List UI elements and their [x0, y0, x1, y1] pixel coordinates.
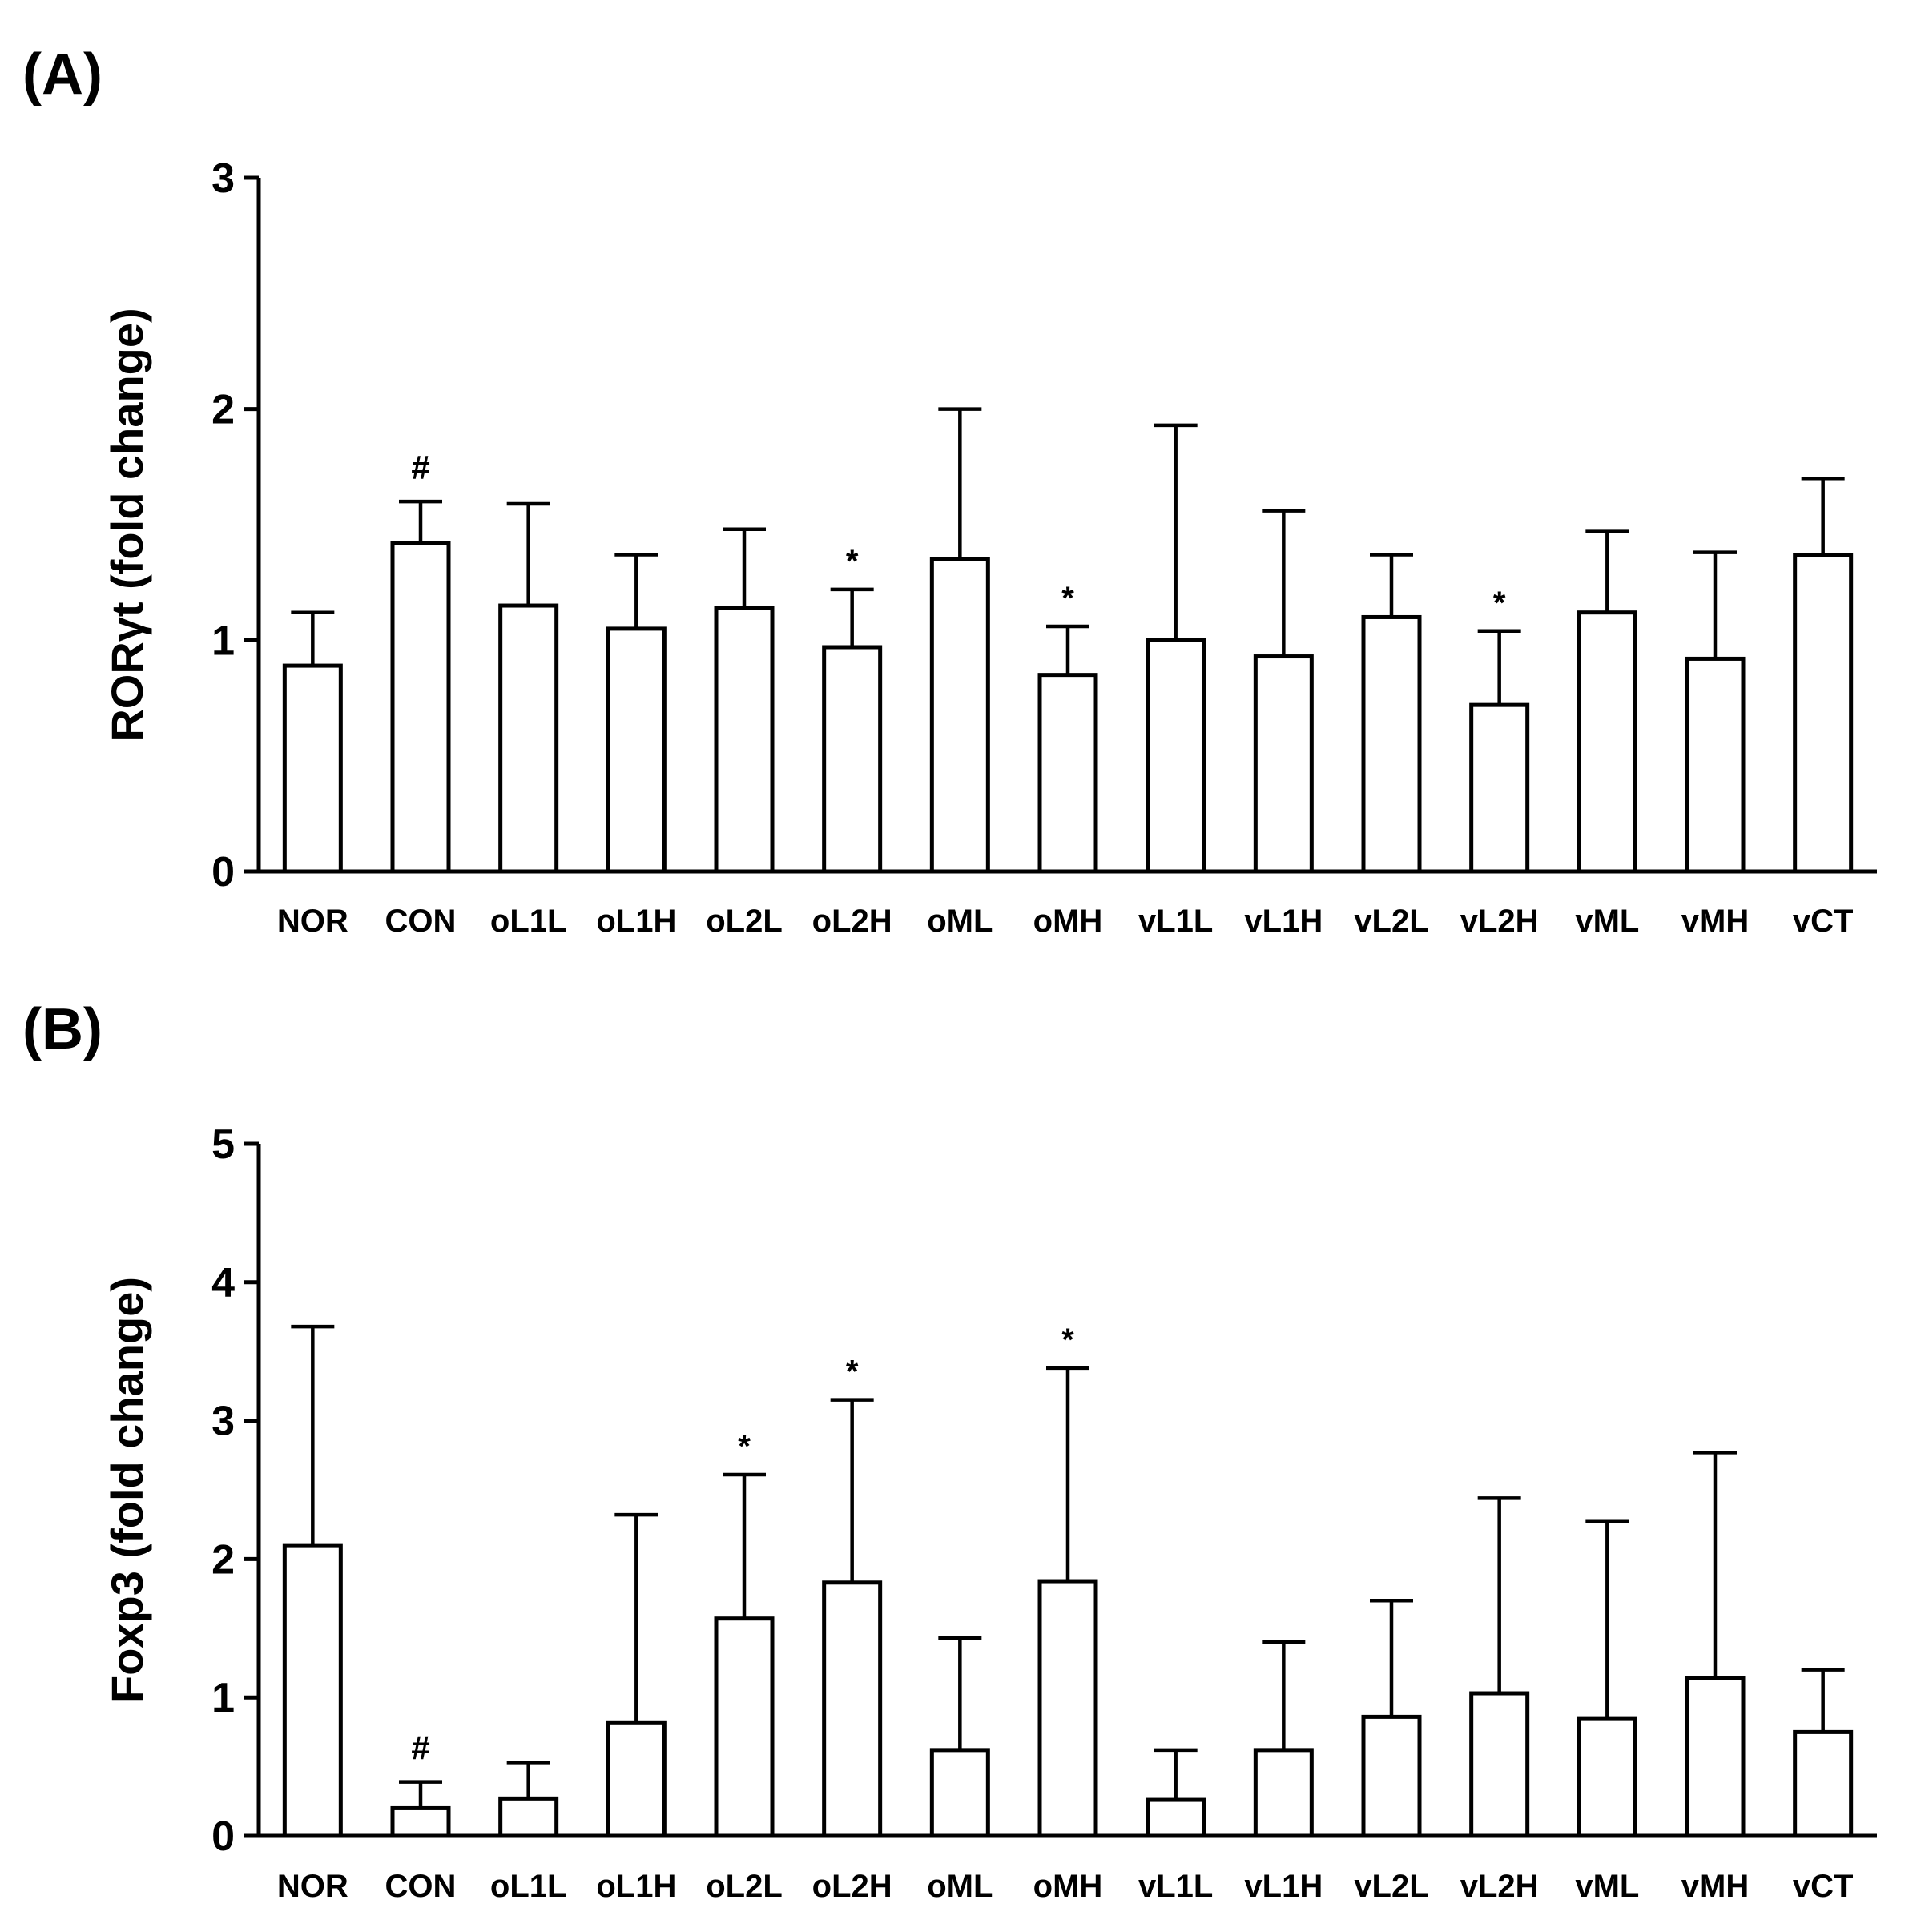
bar [1037, 1579, 1098, 1838]
y-tick-label: 5 [211, 1121, 235, 1168]
bar [714, 606, 775, 874]
bar [1577, 610, 1637, 874]
bar [929, 557, 990, 874]
significance-marker: * [738, 1429, 751, 1464]
category-label: oL1H [596, 904, 676, 939]
y-tick-label: 0 [211, 1813, 235, 1860]
bar [1361, 1714, 1422, 1838]
category-label: oL2H [812, 904, 892, 939]
bar [390, 1805, 451, 1838]
bar [714, 1616, 775, 1838]
bar [822, 645, 883, 874]
bar [1685, 1676, 1746, 1838]
category-label: vL2L [1354, 1869, 1428, 1904]
category-label: vML [1575, 1869, 1639, 1904]
bar [1037, 673, 1098, 874]
y-tick-label: 4 [211, 1260, 235, 1306]
bar [822, 1580, 883, 1838]
bar [498, 603, 559, 874]
bar [282, 663, 343, 874]
category-label: vL1H [1244, 904, 1323, 939]
category-label: vCT [1793, 904, 1854, 939]
y-tick-label: 2 [211, 387, 235, 433]
significance-marker: * [1061, 1322, 1074, 1358]
category-label: vL1L [1138, 1869, 1213, 1904]
bar [282, 1543, 343, 1838]
bar [1146, 638, 1206, 874]
significance-marker: * [1061, 581, 1074, 616]
significance-marker: * [846, 1354, 859, 1390]
category-label: oL2L [706, 1869, 783, 1904]
category-label: vCT [1793, 1869, 1854, 1904]
bar [1685, 656, 1746, 874]
bar [1146, 1797, 1206, 1838]
bar [1361, 614, 1422, 874]
category-label: oL1L [490, 1869, 567, 1904]
bar [1793, 553, 1854, 874]
category-label: oMH [1033, 904, 1103, 939]
y-tick-label: 2 [211, 1536, 235, 1583]
category-label: oL1L [490, 904, 567, 939]
category-label: oMH [1033, 1869, 1103, 1904]
category-label: oL1H [596, 1869, 676, 1904]
significance-marker: * [1493, 586, 1506, 621]
bar [390, 541, 451, 874]
category-label: oML [927, 1869, 993, 1904]
category-label: NOR [277, 904, 348, 939]
category-label: vL2L [1354, 904, 1428, 939]
panel-a: (A) 0 1 2 3 RORγt (fold change) NOR # CON oL1L oL… [22, 42, 1877, 939]
category-label: vL2H [1460, 1869, 1539, 1904]
bar [1469, 702, 1530, 874]
category-label: vMH [1681, 1869, 1749, 1904]
category-label: vMH [1681, 904, 1749, 939]
panel-b: (B) 0 1 2 3 4 5 Foxp3 (fold change) NOR # CON oL1L… [22, 997, 1877, 1904]
bar [1577, 1716, 1637, 1838]
significance-marker: # [411, 1729, 429, 1767]
bar [1793, 1729, 1854, 1838]
category-label: vL1H [1244, 1869, 1323, 1904]
category-label: CON [385, 1869, 457, 1904]
panel-b-label: (B) [22, 997, 103, 1061]
category-label: oML [927, 904, 993, 939]
y-tick-label: 3 [211, 155, 235, 202]
category-label: NOR [277, 1869, 348, 1904]
y-tick-label: 0 [211, 849, 235, 896]
panel-a-label: (A) [22, 42, 103, 107]
bar [606, 1720, 667, 1838]
y-axis-title: Foxp3 (fold change) [102, 1277, 152, 1703]
y-tick-label: 3 [211, 1399, 235, 1445]
category-label: vML [1575, 904, 1639, 939]
bar [1469, 1691, 1530, 1838]
category-label: CON [385, 904, 457, 939]
bar [929, 1748, 990, 1838]
category-label: vL2H [1460, 904, 1539, 939]
category-label: vL1L [1138, 904, 1213, 939]
y-tick-label: 1 [211, 1675, 235, 1721]
bar [1253, 1748, 1314, 1838]
bar [1253, 654, 1314, 874]
category-label: oL2L [706, 904, 783, 939]
significance-marker: * [846, 544, 859, 579]
bar [498, 1796, 559, 1838]
bar [606, 626, 667, 874]
significance-marker: # [411, 449, 429, 486]
y-axis-title: RORγt (fold change) [102, 308, 152, 741]
y-tick-label: 1 [211, 618, 235, 664]
category-label: oL2H [812, 1869, 892, 1904]
